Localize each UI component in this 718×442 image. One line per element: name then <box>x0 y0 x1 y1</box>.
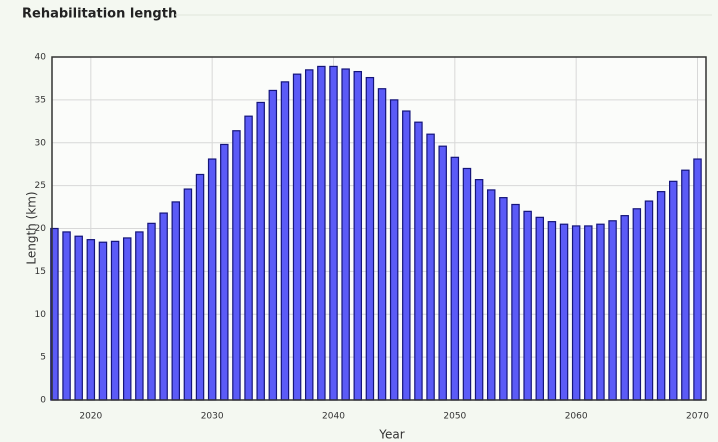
bar <box>668 180 678 401</box>
bar <box>656 191 666 401</box>
bar <box>438 145 447 401</box>
bar <box>414 121 423 401</box>
bar <box>86 239 96 401</box>
bar <box>450 156 460 401</box>
bar <box>377 88 387 401</box>
bar <box>693 158 702 401</box>
bar <box>74 235 83 401</box>
bar <box>292 73 302 401</box>
bar <box>207 158 217 401</box>
bar <box>329 65 338 401</box>
bar <box>462 167 472 401</box>
bar <box>341 68 350 401</box>
bar <box>389 99 399 401</box>
y-axis-label: Length (km) <box>25 191 39 264</box>
plot-frame <box>51 56 707 401</box>
y-tick-label: 15 <box>35 267 46 277</box>
bar <box>474 179 484 401</box>
y-tick-label: 25 <box>35 181 46 191</box>
bar <box>280 81 290 401</box>
bar <box>232 130 241 401</box>
y-tick-label: 30 <box>35 138 47 148</box>
bar <box>608 220 617 401</box>
x-tick-label: 2070 <box>686 412 709 422</box>
bar <box>584 225 593 401</box>
bar <box>159 212 168 401</box>
bar <box>147 222 156 401</box>
bar <box>426 133 435 401</box>
bar <box>571 225 581 401</box>
x-tick-label: 2020 <box>79 412 102 422</box>
y-tick-label: 5 <box>40 353 46 363</box>
bar <box>486 189 496 401</box>
chart-title: Rehabilitation length <box>22 7 177 22</box>
y-tick-label: 10 <box>35 310 47 320</box>
bar <box>681 169 690 401</box>
bar <box>644 200 654 401</box>
bar <box>365 76 375 401</box>
bar <box>62 231 71 401</box>
bar <box>171 201 181 401</box>
bar <box>620 215 629 401</box>
bar <box>632 208 642 401</box>
bar <box>183 188 193 401</box>
bar <box>220 143 229 401</box>
bar <box>135 231 144 401</box>
bar <box>304 69 314 401</box>
bar <box>596 223 605 401</box>
bar <box>317 65 326 401</box>
bar <box>256 101 265 401</box>
x-tick-label: 2040 <box>322 412 345 422</box>
bar <box>268 89 278 401</box>
bar <box>110 240 120 401</box>
y-tick-label: 40 <box>35 53 47 63</box>
bar <box>353 70 363 401</box>
bar <box>511 203 520 401</box>
y-tick-label: 35 <box>35 95 46 105</box>
bar <box>195 173 205 401</box>
y-tick-label: 0 <box>40 396 46 406</box>
bar <box>547 221 557 401</box>
bar <box>122 237 132 401</box>
x-tick-label: 2030 <box>201 412 224 422</box>
bar <box>535 216 545 401</box>
bar <box>402 110 411 401</box>
bar <box>98 241 108 401</box>
y-tick-label: 20 <box>35 224 47 234</box>
bar <box>499 197 508 401</box>
bar <box>523 210 532 401</box>
bar <box>244 115 253 401</box>
bar <box>559 223 569 401</box>
x-tick-label: 2050 <box>443 412 466 422</box>
x-tick-label: 2060 <box>565 412 588 422</box>
x-axis-label: Year <box>378 428 404 442</box>
